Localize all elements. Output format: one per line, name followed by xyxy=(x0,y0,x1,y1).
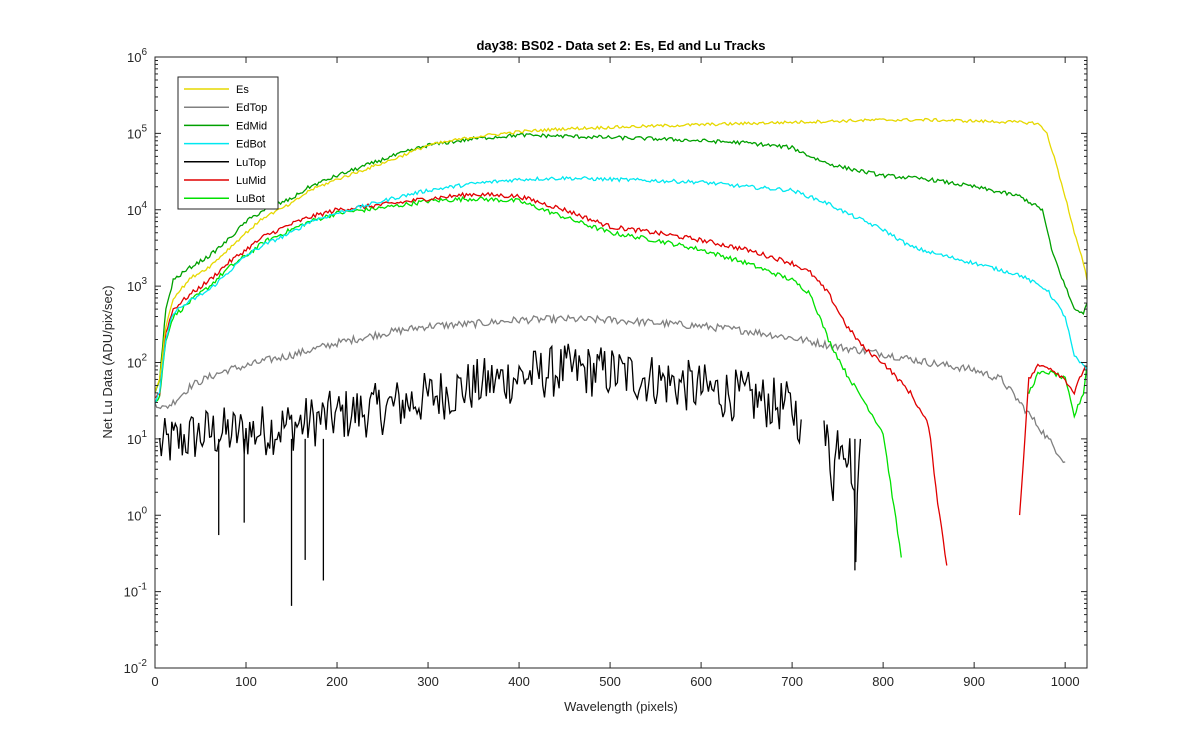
y-tick-label: 101 xyxy=(127,429,147,447)
x-tick-label: 1000 xyxy=(1051,674,1080,689)
legend-label-lumid: LuMid xyxy=(236,175,266,187)
y-tick-label: 100 xyxy=(127,505,147,523)
series-es xyxy=(154,117,1088,393)
legend-label-es: Es xyxy=(236,84,249,96)
y-tick-label: 102 xyxy=(127,353,147,371)
series-edbot-line xyxy=(154,175,1088,404)
series-lutop-line xyxy=(158,343,802,461)
x-tick-label: 400 xyxy=(508,674,530,689)
legend-label-edbot: EdBot xyxy=(236,139,266,151)
y-tick-label: 106 xyxy=(127,47,147,65)
x-tick-label: 800 xyxy=(872,674,894,689)
y-tick-label: 10-2 xyxy=(124,658,148,676)
x-tick-label: 700 xyxy=(781,674,803,689)
series-lutop xyxy=(158,343,862,606)
x-tick-label: 300 xyxy=(417,674,439,689)
legend: Es EdTop EdMid EdBot LuTop LuMid LuBot xyxy=(177,76,279,210)
x-axis-label: Wavelength (pixels) xyxy=(564,699,678,714)
series-edmid-line xyxy=(154,133,1088,394)
x-tick-label: 0 xyxy=(151,674,158,689)
series-layer xyxy=(154,117,1088,606)
series-edbot xyxy=(154,175,1088,404)
series-lubot-line xyxy=(154,195,902,558)
x-tick-label: 500 xyxy=(599,674,621,689)
chart-title: day38: BS02 - Data set 2: Es, Ed and Lu … xyxy=(476,38,765,53)
legend-label-edmid: EdMid xyxy=(236,120,267,132)
legend-label-edtop: EdTop xyxy=(236,102,267,114)
x-tick-label: 200 xyxy=(326,674,348,689)
x-tick-label: 100 xyxy=(235,674,257,689)
y-tick-label: 10-1 xyxy=(124,582,148,600)
series-edtop xyxy=(154,313,1066,464)
x-tick-label: 900 xyxy=(963,674,985,689)
y-tick-label: 104 xyxy=(127,200,147,218)
series-lumid-segment-1 xyxy=(1018,363,1088,516)
series-lumid-line xyxy=(154,191,948,566)
legend-label-lubot: LuBot xyxy=(236,193,265,205)
plot-area xyxy=(155,57,1087,668)
series-lumid xyxy=(154,191,1088,566)
series-edtop-line xyxy=(154,313,1066,464)
legend-label-lutop: LuTop xyxy=(236,157,266,169)
y-axis-label: Net Lu Data (ADU/pix/sec) xyxy=(100,285,115,438)
x-tick-label: 600 xyxy=(690,674,712,689)
series-edmid xyxy=(154,133,1088,394)
y-tick-label: 103 xyxy=(127,276,147,294)
ticks-layer: 0 100 200 300 400 500 600 700 800 900 1000 10-2 10-1… xyxy=(124,47,1087,689)
series-es-line xyxy=(154,117,1088,393)
y-tick-label: 105 xyxy=(127,123,147,141)
